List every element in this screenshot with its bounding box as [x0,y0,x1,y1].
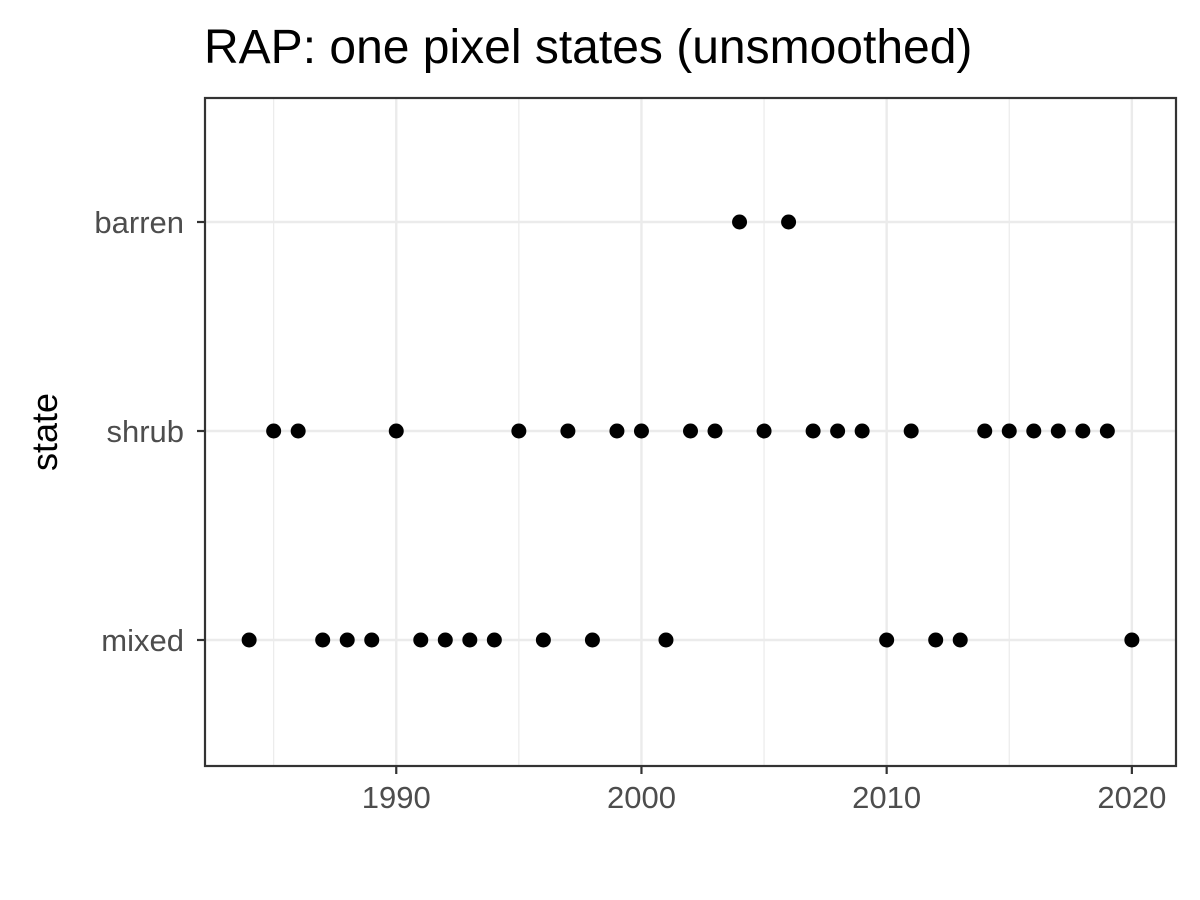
y-tick-label-shrub: shrub [106,414,184,449]
x-tick-label: 2020 [1097,780,1166,815]
chart-title: RAP: one pixel states (unsmoothed) [204,21,972,74]
data-point [830,423,846,439]
data-point [1001,423,1017,439]
data-point [486,632,502,648]
data-point [633,423,649,439]
data-point [584,632,600,648]
data-point [854,423,870,439]
data-point [732,214,748,230]
data-point [462,632,478,648]
data-point [1124,632,1140,648]
data-point [241,632,257,648]
data-point [1075,423,1091,439]
data-point [1026,423,1042,439]
data-point [928,632,944,648]
x-tick-label: 2000 [607,780,676,815]
data-points [241,214,1140,648]
axes: 1990 2000 2010 2020 mixed shrub barren [94,205,1166,815]
data-point [683,423,698,439]
data-point [290,423,306,439]
data-point [315,632,331,648]
data-point [609,423,625,439]
x-tick-label: 1990 [362,780,431,815]
data-point [388,423,404,439]
data-point [707,423,723,439]
data-point [805,423,821,439]
data-point [413,632,429,648]
data-point [879,632,895,648]
data-point [1050,423,1066,439]
data-point [364,632,380,648]
data-point [339,632,355,648]
data-point [781,214,797,230]
data-point [952,632,968,648]
data-point [756,423,772,439]
data-point [977,423,993,439]
data-point [658,632,674,648]
data-point [511,423,527,439]
data-point [903,423,919,439]
y-axis-title: state [24,393,65,471]
x-tick-label: 2010 [852,780,921,815]
data-point [1099,423,1115,439]
data-point [266,423,282,439]
data-point [535,632,551,648]
data-point [437,632,453,648]
data-point [560,423,576,439]
y-tick-label-barren: barren [94,205,184,240]
y-tick-label-mixed: mixed [101,623,184,658]
